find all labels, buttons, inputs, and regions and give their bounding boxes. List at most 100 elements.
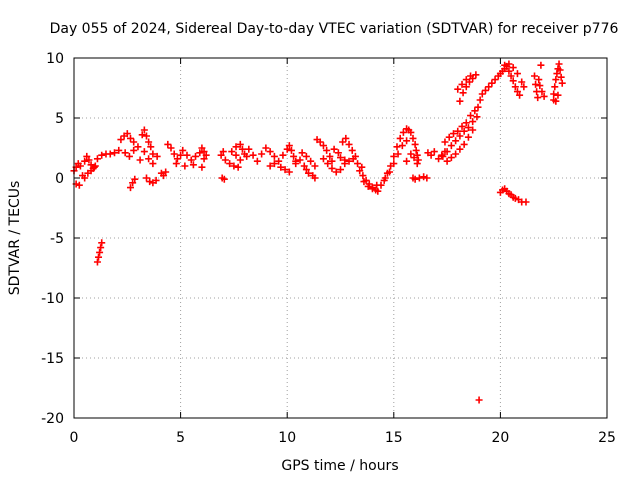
- data-point: [130, 138, 138, 146]
- data-point: [76, 162, 84, 170]
- data-point: [522, 198, 530, 206]
- data-point: [266, 148, 274, 156]
- data-point: [359, 172, 367, 180]
- data-point: [277, 163, 285, 171]
- data-point: [228, 148, 236, 156]
- data-point: [147, 143, 155, 151]
- data-point: [475, 396, 483, 404]
- data-point: [467, 72, 475, 80]
- data-point: [511, 194, 519, 202]
- data-point: [443, 157, 451, 165]
- data-point: [553, 70, 561, 78]
- x-tick-label: 20: [491, 430, 509, 446]
- data-point: [146, 178, 154, 186]
- data-point: [330, 145, 338, 153]
- data-point: [164, 140, 172, 148]
- data-point: [311, 174, 319, 182]
- data-point: [345, 157, 353, 165]
- data-point: [364, 182, 372, 190]
- data-point: [435, 155, 443, 163]
- data-point: [196, 149, 204, 157]
- y-tick-label: -15: [41, 351, 64, 367]
- data-point: [173, 155, 181, 163]
- data-point: [474, 103, 482, 111]
- data-point: [226, 160, 234, 168]
- data-point: [93, 258, 101, 266]
- data-point: [98, 151, 106, 159]
- data-point: [414, 156, 422, 164]
- data-point: [507, 72, 515, 80]
- x-axis-title: GPS time / hours: [281, 458, 398, 474]
- data-points: [70, 60, 566, 404]
- data-point: [90, 163, 98, 171]
- data-point: [536, 82, 544, 90]
- data-point: [117, 136, 125, 144]
- data-point: [390, 152, 398, 160]
- data-point: [87, 167, 95, 175]
- data-point: [149, 160, 157, 168]
- data-point: [129, 179, 137, 187]
- data-point: [462, 83, 470, 91]
- data-point: [187, 156, 195, 164]
- data-point: [460, 140, 468, 148]
- data-point: [249, 151, 257, 159]
- data-point: [152, 176, 160, 184]
- data-point: [232, 143, 240, 151]
- data-point: [411, 140, 419, 148]
- data-point: [348, 146, 356, 154]
- y-tick-label: 0: [55, 171, 64, 187]
- data-point: [513, 70, 521, 78]
- data-point: [285, 142, 293, 150]
- data-point: [403, 137, 411, 145]
- data-point: [334, 149, 342, 157]
- data-point: [275, 157, 283, 165]
- data-point: [81, 174, 89, 182]
- data-point: [245, 145, 253, 153]
- data-point: [481, 86, 489, 94]
- data-point: [456, 132, 464, 140]
- data-point: [75, 181, 83, 189]
- data-point: [368, 185, 376, 193]
- data-point: [332, 168, 340, 176]
- data-point: [454, 127, 462, 135]
- data-point: [177, 151, 185, 159]
- data-point: [328, 157, 336, 165]
- x-tick-label: 0: [70, 430, 79, 446]
- data-point: [200, 148, 208, 156]
- data-point: [130, 146, 138, 154]
- data-point: [518, 78, 526, 86]
- data-point: [452, 150, 460, 158]
- data-point: [258, 150, 266, 158]
- data-point: [311, 162, 319, 170]
- data-point: [469, 126, 477, 134]
- data-point: [557, 73, 565, 81]
- data-point: [283, 145, 291, 153]
- data-point: [409, 134, 417, 142]
- data-point: [374, 187, 382, 195]
- data-point: [111, 149, 119, 157]
- x-tick-label: 15: [385, 430, 403, 446]
- data-point: [462, 76, 470, 84]
- data-point: [266, 162, 274, 170]
- x-tick-label: 10: [278, 430, 296, 446]
- data-point: [115, 146, 123, 154]
- chart-title: Day 055 of 2024, Sidereal Day-to-day VTE…: [50, 21, 619, 37]
- data-point: [198, 144, 206, 152]
- data-point: [316, 138, 324, 146]
- data-point: [300, 162, 308, 170]
- data-point: [162, 168, 170, 176]
- data-point: [217, 151, 225, 159]
- data-point: [302, 166, 310, 174]
- data-point: [462, 119, 470, 127]
- data-point: [459, 89, 467, 97]
- data-point: [349, 155, 357, 163]
- data-point: [531, 72, 539, 80]
- data-point: [270, 152, 278, 160]
- data-point: [243, 152, 251, 160]
- data-point: [447, 154, 455, 162]
- data-point: [532, 80, 540, 88]
- data-point: [377, 181, 385, 189]
- data-point: [471, 107, 479, 115]
- data-point: [287, 146, 295, 154]
- data-point: [550, 90, 558, 98]
